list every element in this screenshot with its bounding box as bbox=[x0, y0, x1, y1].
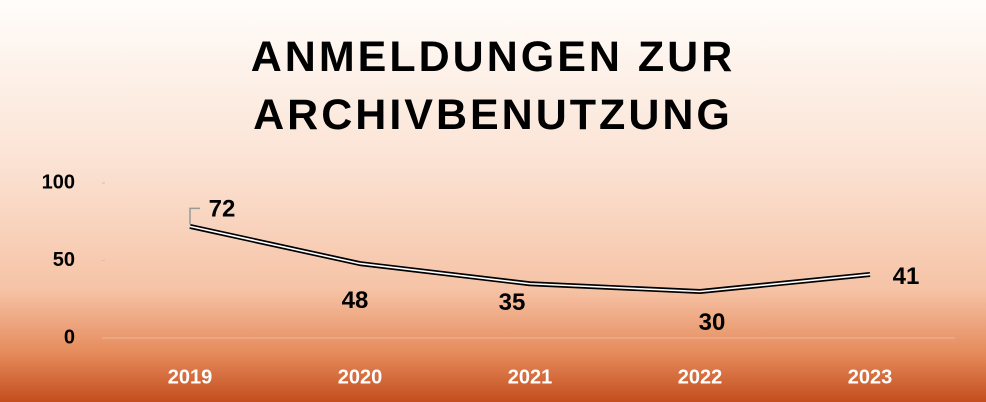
x-tick-label: 2019 bbox=[168, 366, 213, 388]
chart-title: ANMELDUNGEN ZUR ARCHIVBENUTZUNG bbox=[250, 33, 736, 139]
y-tick-label: 100 bbox=[42, 171, 75, 193]
x-tick-label: 2023 bbox=[848, 366, 893, 388]
line-series-highlight bbox=[189, 225, 871, 293]
data-label: 35 bbox=[499, 289, 526, 316]
y-tick-label: 0 bbox=[64, 326, 75, 348]
x-tick-label: 2022 bbox=[678, 366, 723, 388]
data-label: 72 bbox=[209, 196, 236, 223]
y-tick-label: 50 bbox=[53, 249, 75, 271]
x-tick-label: 2021 bbox=[508, 366, 553, 388]
x-tick-label: 2020 bbox=[338, 366, 383, 388]
line-series bbox=[189, 223, 871, 294]
data-label: 30 bbox=[699, 309, 726, 336]
data-label: 41 bbox=[893, 263, 920, 290]
data-label: 48 bbox=[342, 287, 369, 314]
label-leader bbox=[189, 207, 200, 225]
